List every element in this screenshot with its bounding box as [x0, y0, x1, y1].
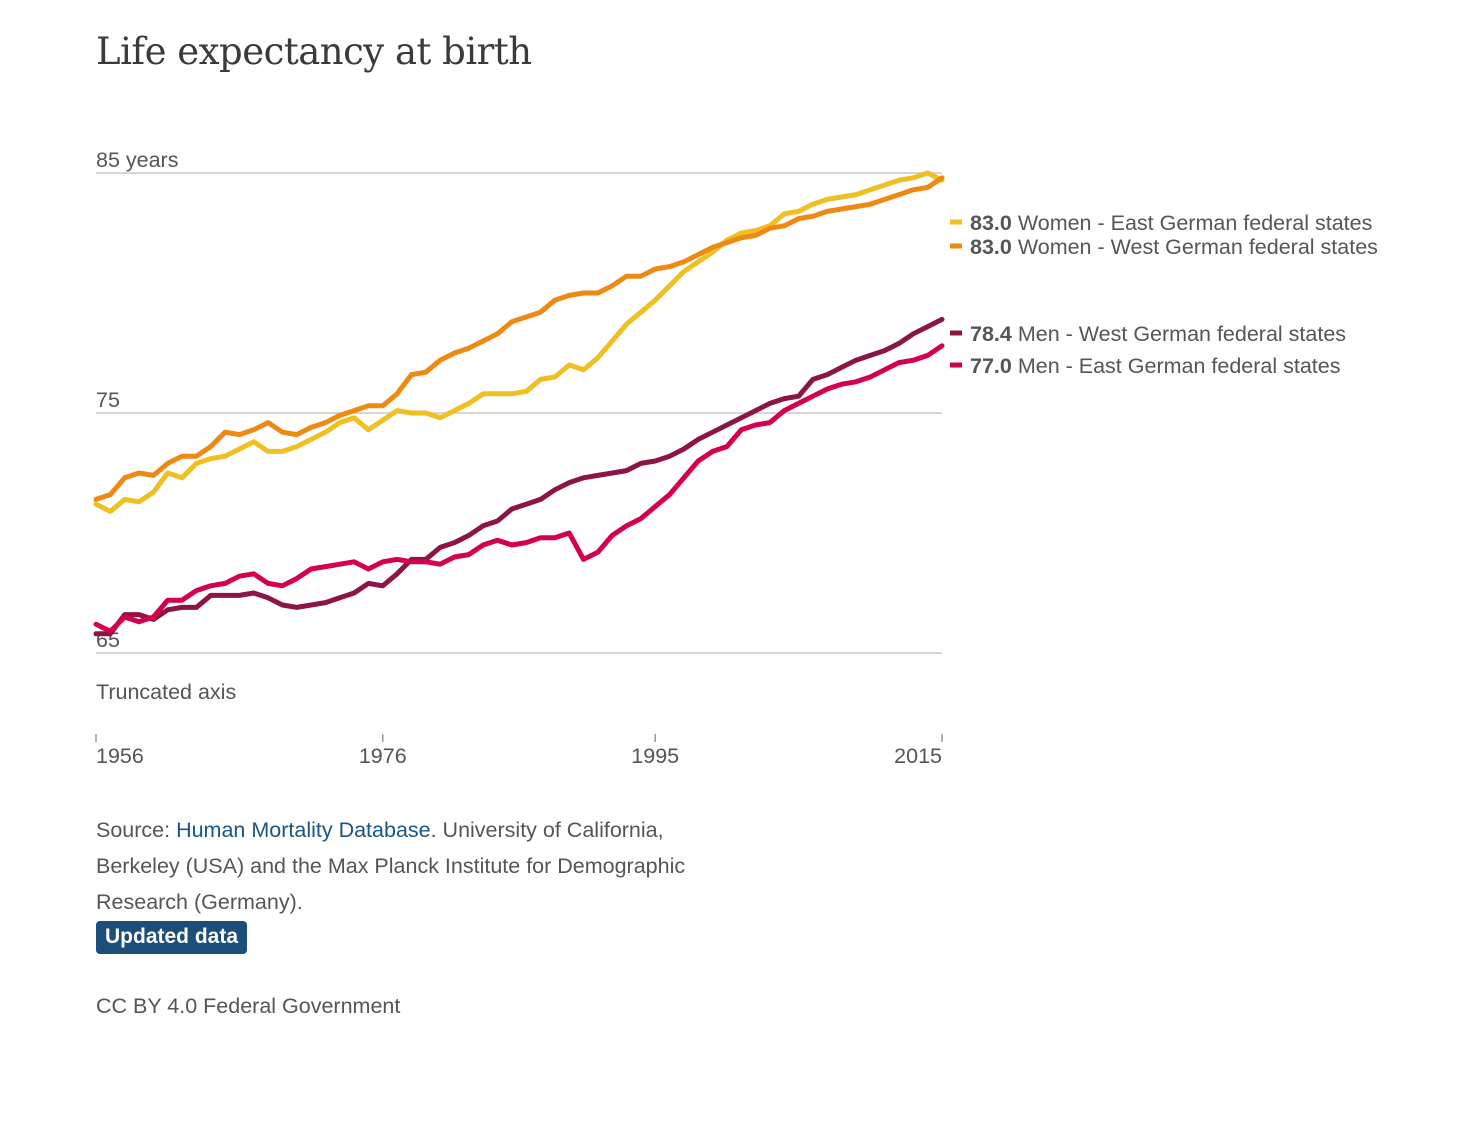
end-labels: 83.0 Women - East German federal states8…: [950, 211, 1378, 378]
license-note: CC BY 4.0 Federal Government: [96, 994, 401, 1018]
legend-value-4: 77.0: [970, 354, 1012, 378]
series-line-4: [93, 343, 945, 634]
legend-name-2: Women - West German federal states: [1012, 235, 1378, 259]
source-link[interactable]: Human Mortality Database.: [176, 818, 437, 842]
legend-label-3: 78.4 Men - West German federal states: [970, 322, 1346, 346]
y-tick-label-85: 85 years: [96, 148, 178, 172]
legend-name-4: Men - East German federal states: [1012, 354, 1341, 378]
legend-label-2: 83.0 Women - West German federal states: [970, 235, 1378, 259]
y-tick-label-75: 75: [96, 388, 120, 412]
source-rest: University of California, Berkeley (USA)…: [96, 818, 686, 914]
updated-data-badge[interactable]: Updated data: [96, 921, 248, 954]
legend-label-1: 83.0 Women - East German federal states: [970, 211, 1372, 235]
chart-title: Life expectancy at birth: [96, 30, 532, 73]
series-lines: [93, 170, 945, 637]
legend-value-2: 83.0: [970, 235, 1012, 259]
legend-name-1: Women - East German federal states: [1012, 211, 1372, 235]
x-tick-label-1976: 1976: [359, 744, 407, 768]
series-line-1: [93, 170, 945, 514]
x-tick-label-1956: 1956: [96, 744, 144, 768]
legend-value-3: 78.4: [970, 322, 1012, 346]
x-axis: 1956 1976 1995 2015: [95, 734, 943, 768]
source-prefix: Source:: [96, 818, 177, 842]
source-note: Source: Human Mortality Database. Univer…: [96, 812, 736, 920]
legend-label-4: 77.0 Men - East German federal states: [970, 354, 1340, 378]
x-tick-label-2015: 2015: [894, 744, 942, 768]
series-line-3: [93, 316, 945, 637]
legend-name-3: Men - West German federal states: [1012, 322, 1346, 346]
series-line-2: [93, 175, 945, 502]
legend-value-1: 83.0: [970, 211, 1012, 235]
x-tick-label-1995: 1995: [631, 744, 679, 768]
truncated-axis-note: Truncated axis: [96, 680, 236, 704]
